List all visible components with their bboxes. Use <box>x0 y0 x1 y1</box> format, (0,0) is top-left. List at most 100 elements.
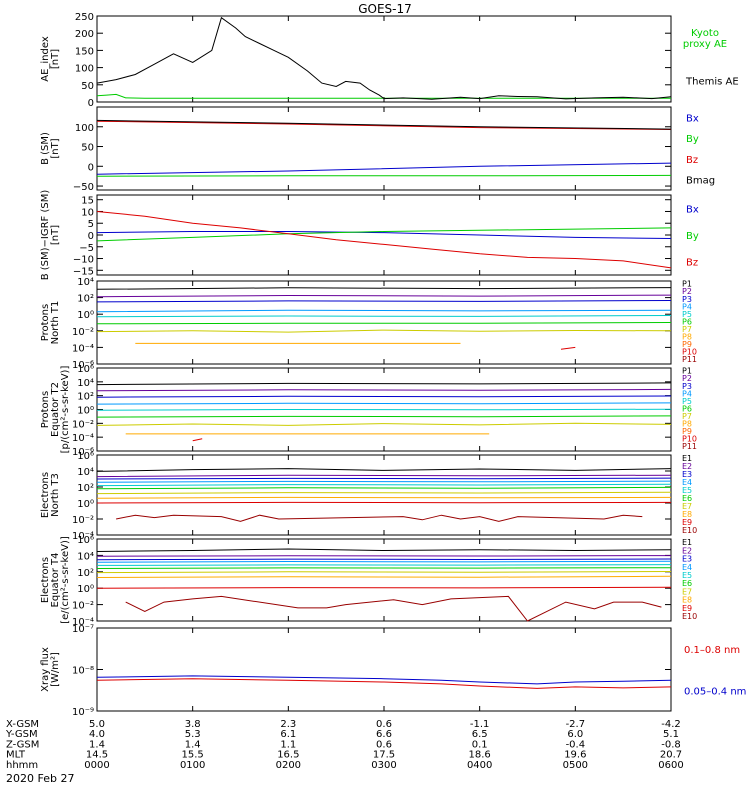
y-tick-label: 10⁰ <box>77 406 94 417</box>
y-axis-label: Electrons <box>40 472 51 518</box>
series-line-e3 <box>96 477 672 480</box>
x-axis-value: 5.3 <box>185 729 201 740</box>
legend-entry: P11 <box>682 355 697 364</box>
series-line-themis-ae <box>96 16 672 100</box>
y-tick-label: 10⁻⁴ <box>72 343 94 354</box>
panel-protons_equator_t2: 10⁻⁶ 10⁻⁴ 10⁻² 10⁰ 10² 10⁴ 10⁶ Protons Equator T… <box>40 364 697 458</box>
series-line-p6 <box>96 415 672 418</box>
y-tick-label: 10⁻⁹ <box>72 707 94 718</box>
panel-frame <box>96 106 672 191</box>
x-axis-row-name: Z-GSM <box>6 739 39 750</box>
y-tick-label: 10⁻⁶ <box>72 447 94 458</box>
legend-entry: P8 <box>682 332 692 341</box>
x-axis-value: 0600 <box>658 760 683 771</box>
y-axis-label: Equator T2 <box>50 382 61 437</box>
x-axis-value: 0.6 <box>376 719 392 730</box>
series-line-p10 <box>192 438 203 442</box>
x-axis-value: -0.4 <box>566 739 586 750</box>
y-axis-label: [nT] <box>50 49 61 69</box>
legend-entry: P6 <box>682 404 692 413</box>
y-tick-label: −10 <box>73 255 94 266</box>
legend-entry: E2 <box>682 462 692 471</box>
x-axis-value: 0100 <box>180 760 205 771</box>
legend-entry: P2 <box>682 287 692 296</box>
legend-entry: P3 <box>682 295 692 304</box>
legend-entry: E9 <box>682 604 692 613</box>
y-tick-label: 10⁻⁴ <box>72 617 94 628</box>
x-axis-value: 1.4 <box>89 739 105 750</box>
panel-b_sm: −50 0 50 100 B (SM) [nT] Bx By Bz Bmag <box>40 106 715 193</box>
legend-entry: E9 <box>682 518 692 527</box>
legend-entry: E6 <box>682 579 692 588</box>
legend-entry: Bx <box>686 204 699 215</box>
x-axis-value: 18.6 <box>469 750 491 761</box>
series-line-bz <box>96 120 672 130</box>
y-tick-label: 10⁻⁴ <box>72 531 94 542</box>
y-tick-label: 10⁻⁶ <box>72 360 94 371</box>
series-line-e9 <box>96 586 672 589</box>
x-axis-value: 6.6 <box>376 729 392 740</box>
series-line-bx <box>96 231 672 239</box>
series-line-p6 <box>96 322 672 325</box>
series-line-e2 <box>96 474 672 478</box>
legend-entry: 0.1–0.8 nm <box>684 645 740 656</box>
y-tick-label: 10² <box>77 294 94 305</box>
series-line-bx <box>96 162 672 175</box>
y-tick-label: 10⁻² <box>72 515 94 526</box>
legend-entry: E7 <box>682 587 692 596</box>
legend-entry: P10 <box>682 435 697 444</box>
series-line-bz <box>96 211 672 269</box>
x-axis-value: 2.3 <box>280 719 296 730</box>
x-axis-table: X-GSM 5.0 3.8 2.3 0.6 -1.1 -2.7 -4.2 Y-GSM 4.0 5.3… <box>5 719 684 771</box>
panel-frame <box>96 627 672 712</box>
y-tick-label: 10⁶ <box>77 364 94 375</box>
series-line-e4 <box>96 560 672 563</box>
x-axis-value: 1.1 <box>280 739 296 750</box>
plot-title: GOES-17 <box>358 2 412 16</box>
legend-entry: By <box>686 231 699 242</box>
legend-entry: E10 <box>682 612 697 621</box>
x-axis-value: 6.1 <box>280 729 296 740</box>
y-axis-label: [nT] <box>50 138 61 158</box>
series-line-p4 <box>96 402 672 405</box>
legend-entry: Bx <box>686 113 699 124</box>
x-axis-value: 4.0 <box>89 729 105 740</box>
series-line-by <box>96 227 672 242</box>
series-line-e8 <box>96 575 672 578</box>
series-line-0-1-0-8-nm <box>96 678 672 689</box>
series-line-p5 <box>96 408 672 411</box>
series-line-p4 <box>96 309 672 313</box>
y-tick-label: 10⁴ <box>77 277 94 288</box>
series-line-e7 <box>96 491 672 495</box>
x-axis-row-name: hhmm <box>6 760 38 771</box>
y-tick-label: 10⁻² <box>72 327 94 338</box>
y-tick-label: 10⁶ <box>77 535 94 546</box>
y-tick-label: 50 <box>81 81 94 92</box>
legend-entry: E8 <box>682 596 692 605</box>
series-line-p2 <box>96 294 672 298</box>
series-line-p5 <box>96 315 672 318</box>
panel-electrons_equator_t4: 10⁻⁴ 10⁻² 10⁰ 10² 10⁴ 10⁶ Electrons Equator T4[… <box>40 535 697 628</box>
x-axis-value: 0200 <box>276 760 301 771</box>
legend-entry: E3 <box>682 555 692 564</box>
y-axis-label: Protons <box>40 391 51 428</box>
legend-entry: E1 <box>682 538 692 547</box>
y-tick-label: 10⁻⁸ <box>72 666 94 677</box>
y-tick-label: 10⁴ <box>77 467 94 478</box>
legend-entry: P1 <box>682 367 692 376</box>
legend-entry: Kyoto <box>691 28 719 39</box>
legend-entry: E5 <box>682 486 692 495</box>
legend-entry: Bz <box>686 155 698 166</box>
series-line-p1 <box>96 287 672 290</box>
panel-frame <box>96 194 672 276</box>
legend-entry: Bmag <box>686 176 715 187</box>
series-line-e6 <box>96 567 672 569</box>
y-axis-label: Protons <box>40 304 51 341</box>
series-line-e5 <box>96 483 672 487</box>
x-axis-row-name: Y-GSM <box>5 729 38 740</box>
series-line-e9 <box>96 501 672 504</box>
series-line-0-05-0-4-nm <box>96 675 672 685</box>
series-line-e10 <box>116 514 643 522</box>
y-tick-label: 10 <box>81 207 94 218</box>
